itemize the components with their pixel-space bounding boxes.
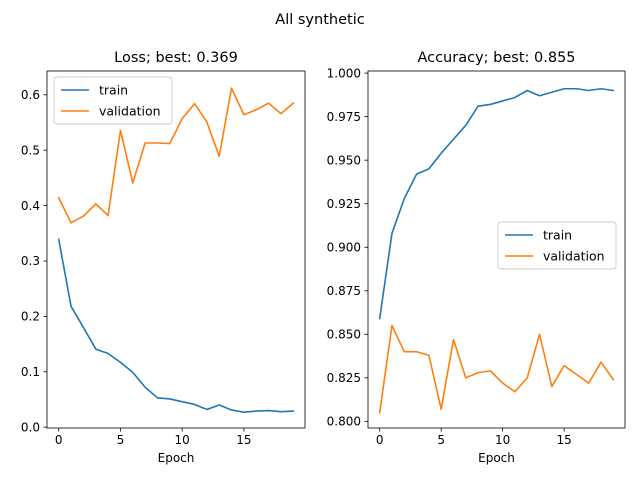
legend-box bbox=[53, 76, 173, 125]
x-tick-label: 5 bbox=[437, 433, 445, 447]
legend-label-train: train bbox=[543, 228, 572, 243]
axes-frame bbox=[46, 70, 306, 429]
legend-label-train: train bbox=[99, 83, 128, 98]
figure-title: All synthetic bbox=[275, 12, 364, 28]
loss-chart-xlabel: Epoch bbox=[158, 451, 195, 465]
legend: train validation bbox=[497, 221, 617, 270]
y-tick-label: 1.000 bbox=[327, 66, 361, 80]
legend-label-validation: validation bbox=[543, 249, 605, 264]
x-tick-label: 10 bbox=[495, 433, 510, 447]
loss-chart-title: Loss; best: 0.369 bbox=[114, 50, 238, 66]
y-tick-label: 0.925 bbox=[327, 197, 361, 211]
y-tick-label: 0.900 bbox=[327, 240, 361, 254]
x-tick-label: 0 bbox=[376, 433, 384, 447]
legend-label-validation: validation bbox=[99, 104, 161, 119]
legend-box bbox=[497, 221, 617, 270]
series-line-validation bbox=[57, 87, 295, 224]
x-tick-label: 0 bbox=[55, 433, 63, 447]
y-tick-label: 0.825 bbox=[327, 371, 361, 385]
accuracy-chart-xlabel: Epoch bbox=[478, 451, 515, 465]
series-line-validation bbox=[378, 324, 615, 414]
accuracy-chart-title: Accuracy; best: 0.855 bbox=[417, 50, 575, 66]
loss-chart: Loss; best: 0.369 Epoch 0 5 10 15 0.0 0.1 0.2 0… bbox=[21, 50, 306, 465]
y-tick-label: 0.4 bbox=[21, 199, 40, 213]
series-line-train bbox=[378, 87, 615, 320]
legend: train validation bbox=[53, 76, 173, 125]
y-tick-label: 0.850 bbox=[327, 328, 361, 342]
axes-frame bbox=[367, 70, 626, 429]
x-tick-label: 10 bbox=[175, 433, 190, 447]
y-tick-label: 0.1 bbox=[21, 365, 40, 379]
x-tick-label: 15 bbox=[556, 433, 571, 447]
y-tick-label: 0.3 bbox=[21, 254, 40, 268]
series-line-train bbox=[57, 238, 295, 414]
y-tick-label: 0.875 bbox=[327, 284, 361, 298]
y-tick-label: 0.5 bbox=[21, 143, 40, 157]
accuracy-chart: Accuracy; best: 0.855 Epoch 0 5 10 15 0.800 0… bbox=[327, 50, 626, 465]
y-tick-label: 0.950 bbox=[327, 153, 361, 167]
y-tick-label: 0.800 bbox=[327, 415, 361, 429]
x-tick-label: 15 bbox=[236, 433, 251, 447]
y-tick-label: 0.0 bbox=[21, 420, 40, 434]
y-tick-label: 0.975 bbox=[327, 110, 361, 124]
y-tick-label: 0.6 bbox=[21, 88, 40, 102]
y-tick-label: 0.2 bbox=[21, 310, 40, 324]
x-tick-label: 5 bbox=[117, 433, 125, 447]
